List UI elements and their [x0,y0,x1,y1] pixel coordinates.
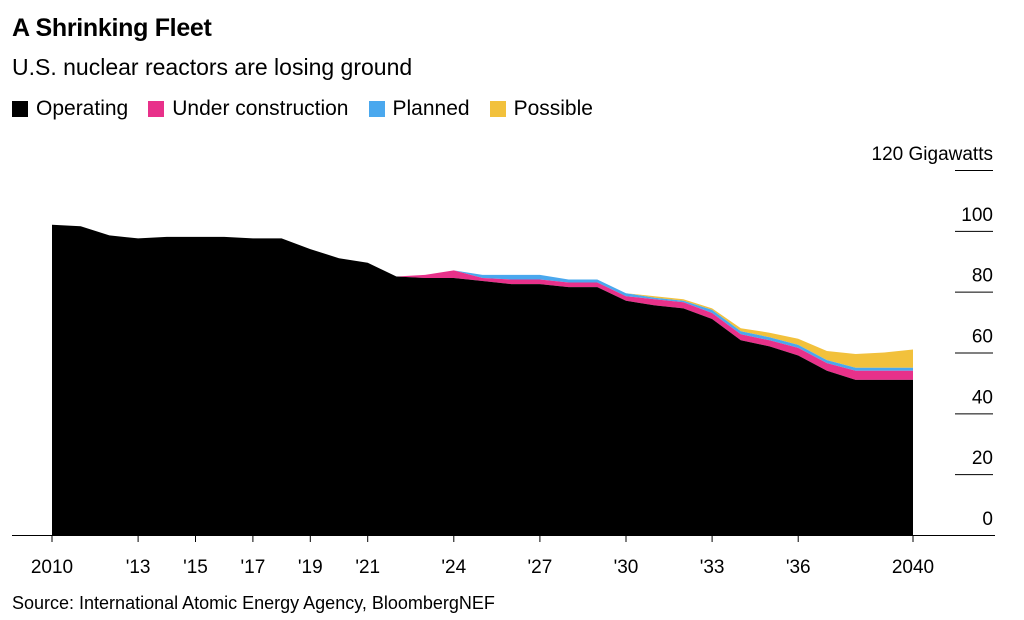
area-series-operating [52,224,913,536]
x-tick-label: '15 [183,557,208,578]
legend-item-operating: Operating [12,97,128,121]
legend-swatch-planned [368,101,385,117]
legend-label-operating: Operating [36,97,129,120]
legend-swatch-possible [489,101,506,117]
legend-swatch-operating [12,101,28,117]
legend-label-planned: Planned [392,97,470,120]
x-tick-label: 2010 [31,557,73,578]
x-tick-label: '19 [298,557,323,578]
y-tick-label: 100 [961,205,993,226]
legend: Operating Under construction Planned Pos… [12,97,613,121]
y-tick-label: 80 [972,266,993,287]
legend-item-under-construction: Under construction [148,97,349,121]
chart-subtitle: U.S. nuclear reactors are losing ground [12,54,413,80]
area-series-possible [52,224,913,368]
area-series-under-construction [52,224,913,380]
y-tick-label: 60 [972,327,993,348]
x-tick-label: '24 [441,557,466,578]
legend-swatch-under-construction [148,101,165,117]
legend-label-possible: Possible [513,97,593,120]
source-note: Source: International Atomic Energy Agen… [12,593,495,613]
x-tick-label: '21 [355,557,380,578]
y-tick-label: 40 [972,387,993,408]
chart-title: A Shrinking Fleet [12,14,212,42]
legend-item-planned: Planned [368,97,470,121]
x-tick-label: '36 [786,557,811,578]
legend-label-under-construction: Under construction [172,97,349,120]
x-tick-label: 2040 [892,557,934,578]
x-tick-label: '13 [126,557,151,578]
x-tick-label: '30 [614,557,639,578]
x-tick-label: '33 [700,557,725,578]
y-tick-label: 20 [972,448,993,469]
x-tick-label: '17 [241,557,266,578]
y-tick-label: 120 Gigawatts [872,144,993,165]
y-tick-label: 0 [982,509,993,530]
x-tick-label: '27 [528,557,553,578]
legend-item-possible: Possible [489,97,593,121]
